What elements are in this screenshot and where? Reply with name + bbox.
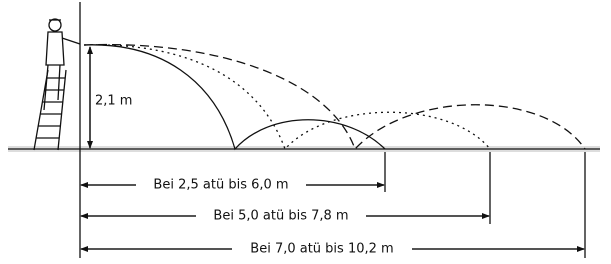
person-on-ladder (34, 19, 80, 150)
jet-dotted (84, 45, 490, 149)
jet-dashed (84, 45, 585, 149)
range-label: Bei 7,0 atü bis 10,2 m (250, 242, 393, 257)
height-label: 2,1 m (95, 94, 132, 109)
range-label: Bei 2,5 atü bis 6,0 m (153, 178, 288, 193)
diagram: 2,1 m Bei 2,5 atü bis 6,0 m Bei 5,0 atü … (0, 0, 611, 264)
range-label: Bei 5,0 atü bis 7,8 m (213, 209, 348, 224)
